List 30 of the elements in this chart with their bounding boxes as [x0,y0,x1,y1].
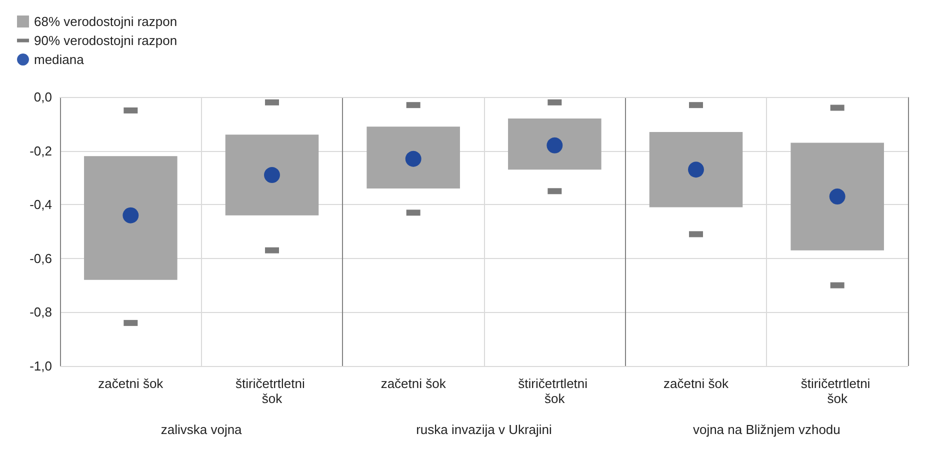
text: vojna na Bližnjem vzhodu [692,422,840,437]
y-tick-label: 0,0 [34,90,52,104]
x-tick-label: začetni šok [98,376,164,391]
point [122,207,139,224]
legend-label: mediana [34,52,85,67]
x-tick-label: štiričetrtletni šok [236,376,308,406]
text: ruska invazija v Ukrajini [416,422,552,437]
bar [790,142,884,250]
legend-label: 68% verodostojni razpon [34,14,178,29]
text: zalivska vojna [160,422,243,437]
bar [366,126,460,188]
legend-label: 90% verodostojni razpon [34,33,178,48]
x-tick-label: začetni šok [663,376,730,391]
bar [508,118,602,170]
bar [649,132,743,208]
bar [225,134,319,216]
point [829,188,846,205]
y-tick-label: -0,6 [30,250,52,266]
x-tick-label: štiričetrtletni šok [518,376,592,406]
bar [84,156,178,280]
y-tick-label: -0,4 [30,197,52,212]
point [264,167,280,184]
point [688,162,704,178]
x-tick-label: začetni šok [380,376,446,391]
y-tick-label: -1,0 [30,358,52,374]
y-tick-label: -0,2 [30,143,52,158]
point [546,137,563,154]
point [405,150,422,167]
x-tick-label: štiričetrtletni šok [800,376,874,406]
y-tick-label: -0,8 [30,304,52,320]
